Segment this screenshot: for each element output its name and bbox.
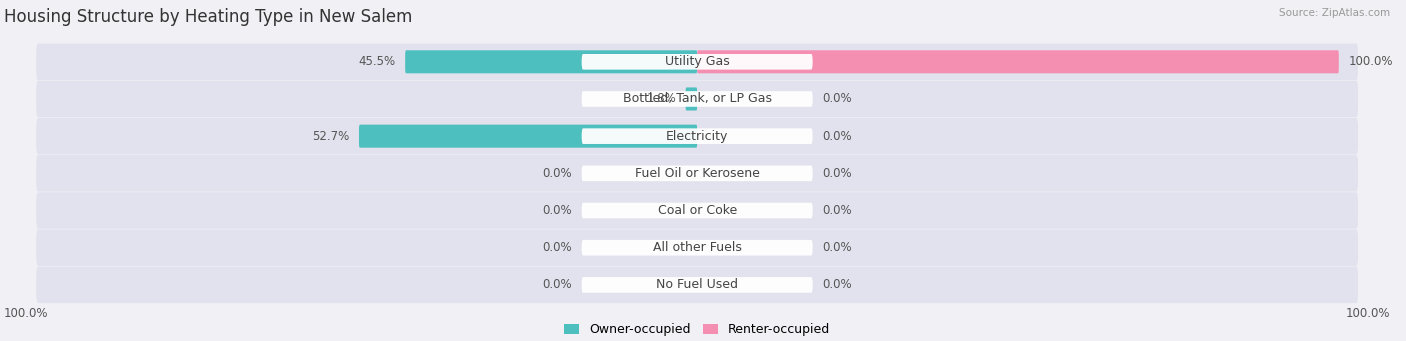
Text: 0.0%: 0.0% [823,204,852,217]
FancyBboxPatch shape [697,50,1339,73]
FancyBboxPatch shape [582,54,813,70]
FancyBboxPatch shape [582,203,813,218]
FancyBboxPatch shape [582,165,813,181]
FancyBboxPatch shape [582,128,813,144]
FancyBboxPatch shape [359,125,697,148]
FancyBboxPatch shape [405,50,697,73]
Text: Fuel Oil or Kerosene: Fuel Oil or Kerosene [634,167,759,180]
FancyBboxPatch shape [37,44,1358,80]
Text: 1.8%: 1.8% [647,92,676,105]
Text: Coal or Coke: Coal or Coke [658,204,737,217]
FancyBboxPatch shape [582,240,813,255]
FancyBboxPatch shape [37,81,1358,117]
Text: All other Fuels: All other Fuels [652,241,741,254]
FancyBboxPatch shape [37,229,1358,266]
Text: 0.0%: 0.0% [823,92,852,105]
FancyBboxPatch shape [582,277,813,293]
Text: No Fuel Used: No Fuel Used [657,278,738,292]
Text: 0.0%: 0.0% [543,278,572,292]
FancyBboxPatch shape [37,267,1358,303]
FancyBboxPatch shape [37,118,1358,154]
Text: 0.0%: 0.0% [823,241,852,254]
Text: 0.0%: 0.0% [543,204,572,217]
Text: 0.0%: 0.0% [823,167,852,180]
Text: 0.0%: 0.0% [823,130,852,143]
Text: 100.0%: 100.0% [1346,307,1391,321]
Text: 100.0%: 100.0% [1348,55,1393,68]
FancyBboxPatch shape [37,192,1358,229]
FancyBboxPatch shape [686,87,697,110]
FancyBboxPatch shape [37,155,1358,192]
Text: 52.7%: 52.7% [312,130,349,143]
Text: 100.0%: 100.0% [4,307,49,321]
Text: 0.0%: 0.0% [823,278,852,292]
Text: Housing Structure by Heating Type in New Salem: Housing Structure by Heating Type in New… [4,8,412,26]
Text: 45.5%: 45.5% [359,55,395,68]
Text: Utility Gas: Utility Gas [665,55,730,68]
Legend: Owner-occupied, Renter-occupied: Owner-occupied, Renter-occupied [560,318,835,341]
Text: 0.0%: 0.0% [543,167,572,180]
Text: 0.0%: 0.0% [543,241,572,254]
Text: Source: ZipAtlas.com: Source: ZipAtlas.com [1279,8,1391,18]
FancyBboxPatch shape [582,91,813,107]
Text: Bottled, Tank, or LP Gas: Bottled, Tank, or LP Gas [623,92,772,105]
Text: Electricity: Electricity [666,130,728,143]
